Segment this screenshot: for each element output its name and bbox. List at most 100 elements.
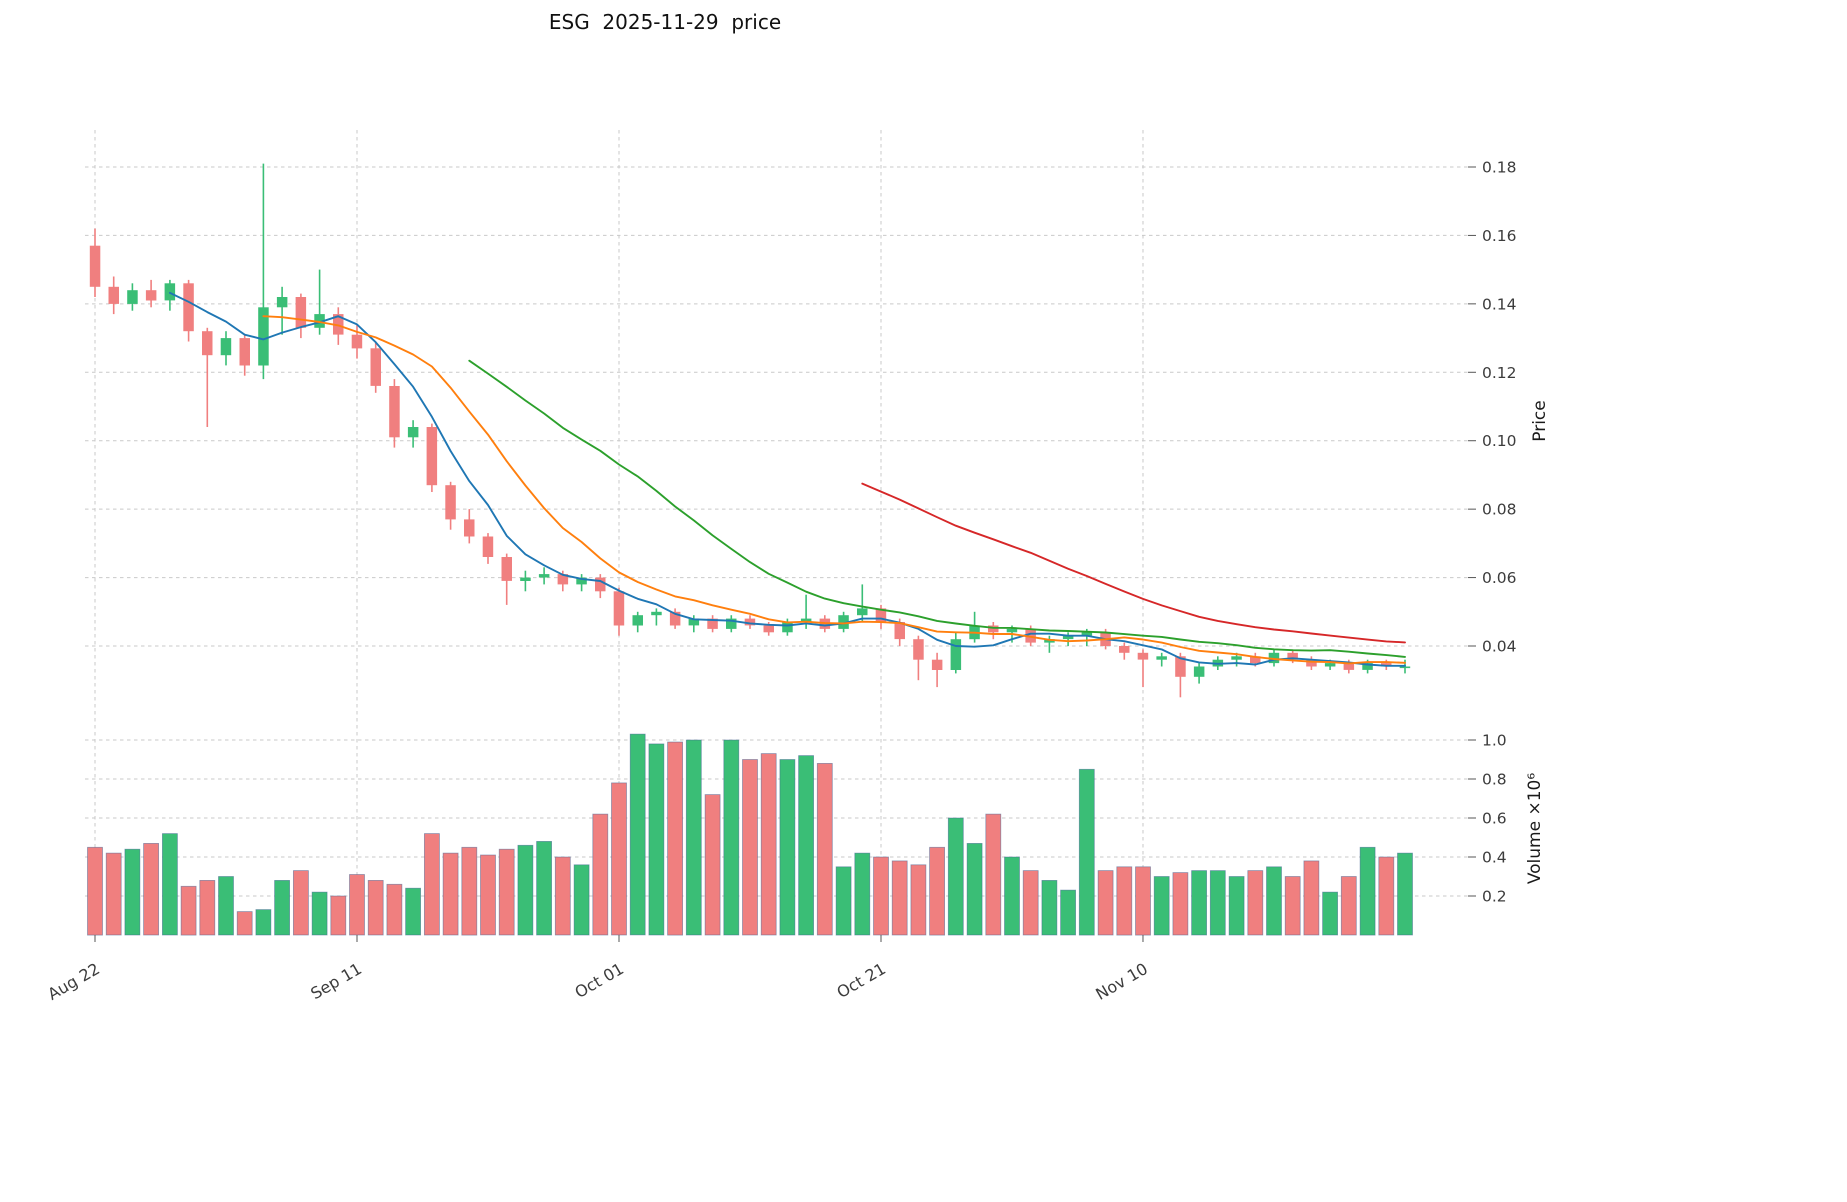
candle xyxy=(1343,663,1355,670)
candle xyxy=(1119,646,1130,653)
ma-line-mav10 xyxy=(262,315,1406,665)
price-tick-label: 0.08 xyxy=(1482,501,1517,519)
volume-tick-label: 0.2 xyxy=(1482,888,1507,906)
volume-bar xyxy=(611,782,627,936)
candle xyxy=(988,625,999,633)
volume-bar xyxy=(87,846,103,936)
price-tick-label: 0.10 xyxy=(1482,432,1517,450)
volume-bar xyxy=(218,876,234,936)
x-tick-label: Oct 01 xyxy=(571,959,626,1002)
candle xyxy=(295,297,307,328)
volume-bar xyxy=(685,739,702,936)
candle xyxy=(108,286,119,304)
volume-bar xyxy=(966,843,983,936)
volume-bar xyxy=(517,844,534,936)
volume-bar xyxy=(386,883,403,936)
candle xyxy=(613,591,625,626)
candle xyxy=(595,577,606,592)
volume-bar xyxy=(554,856,571,936)
volume-bar xyxy=(1172,872,1189,936)
volume-bar xyxy=(1041,880,1058,936)
volume-bar xyxy=(1228,876,1245,936)
price-tick-label: 0.06 xyxy=(1482,569,1517,587)
candle xyxy=(744,618,756,626)
volume-bar xyxy=(1359,846,1376,936)
volume-bar xyxy=(161,833,178,936)
volume-bar xyxy=(1284,876,1301,936)
candle xyxy=(333,314,344,335)
candle xyxy=(464,519,475,537)
volume-bar xyxy=(405,887,422,936)
candle xyxy=(782,622,793,633)
price-tick-label: 0.12 xyxy=(1482,364,1517,382)
candle xyxy=(407,427,419,438)
volume-tick-label: 0.8 xyxy=(1482,771,1507,789)
candle xyxy=(370,348,381,386)
candle xyxy=(351,334,363,349)
candle xyxy=(913,639,924,660)
candle xyxy=(127,290,138,304)
price-tick-label: 0.14 xyxy=(1482,295,1517,313)
volume-bar xyxy=(742,759,758,936)
candle xyxy=(164,283,176,301)
volume-bar xyxy=(349,874,365,936)
volume-bar xyxy=(1116,866,1133,936)
candle xyxy=(857,608,868,616)
candle xyxy=(688,618,700,626)
volume-bar xyxy=(798,755,814,936)
volume-bar xyxy=(105,852,122,936)
volume-bar xyxy=(461,846,478,936)
volume-bar xyxy=(760,753,777,936)
volume-tick-label: 0.6 xyxy=(1482,810,1507,828)
price-tick-label: 0.04 xyxy=(1482,638,1517,656)
candle xyxy=(1231,656,1242,660)
volume-bar xyxy=(367,880,384,936)
volume-bar xyxy=(1078,768,1095,936)
candle xyxy=(1062,635,1074,640)
volume-bar xyxy=(199,880,216,936)
candle xyxy=(1137,652,1149,660)
volume-bar xyxy=(274,880,291,936)
volume-bar xyxy=(854,852,871,936)
candle xyxy=(1006,628,1018,633)
candle xyxy=(763,625,774,633)
volume-bar xyxy=(1303,860,1320,936)
volume-bar xyxy=(1209,870,1226,936)
volume-bar xyxy=(1378,856,1395,936)
candle xyxy=(520,577,531,581)
volume-bar xyxy=(1397,852,1413,936)
candle xyxy=(576,577,587,585)
candle xyxy=(276,297,288,308)
volume-bar xyxy=(816,763,833,936)
volume-bar xyxy=(1004,856,1020,936)
candle xyxy=(482,536,494,557)
volume-bar xyxy=(124,848,141,936)
candle xyxy=(145,290,157,301)
volume-bar xyxy=(573,864,590,936)
candle xyxy=(1081,632,1093,636)
volume-bar xyxy=(143,843,160,936)
candle xyxy=(1268,652,1280,664)
candle xyxy=(950,639,962,670)
volume-bar xyxy=(236,911,253,936)
volume-bar xyxy=(947,817,964,936)
volume-bar xyxy=(1266,866,1282,936)
price-axis-label: Price xyxy=(1530,400,1550,441)
price-tick-label: 0.18 xyxy=(1482,159,1517,177)
candle xyxy=(800,618,812,622)
candle xyxy=(707,618,718,629)
volume-bar xyxy=(1097,870,1114,936)
volume-bar xyxy=(1340,876,1357,936)
volume-bar xyxy=(423,833,440,936)
candle xyxy=(1025,628,1036,643)
candle xyxy=(1044,639,1055,643)
volume-tick-label: 0.4 xyxy=(1482,849,1507,867)
candle xyxy=(445,485,456,520)
candle xyxy=(1306,659,1317,667)
candle xyxy=(239,338,250,366)
volume-bar xyxy=(779,759,796,936)
price-tick-label: 0.16 xyxy=(1482,227,1517,245)
candle xyxy=(183,283,194,332)
ma-line-mav42 xyxy=(861,482,1406,644)
